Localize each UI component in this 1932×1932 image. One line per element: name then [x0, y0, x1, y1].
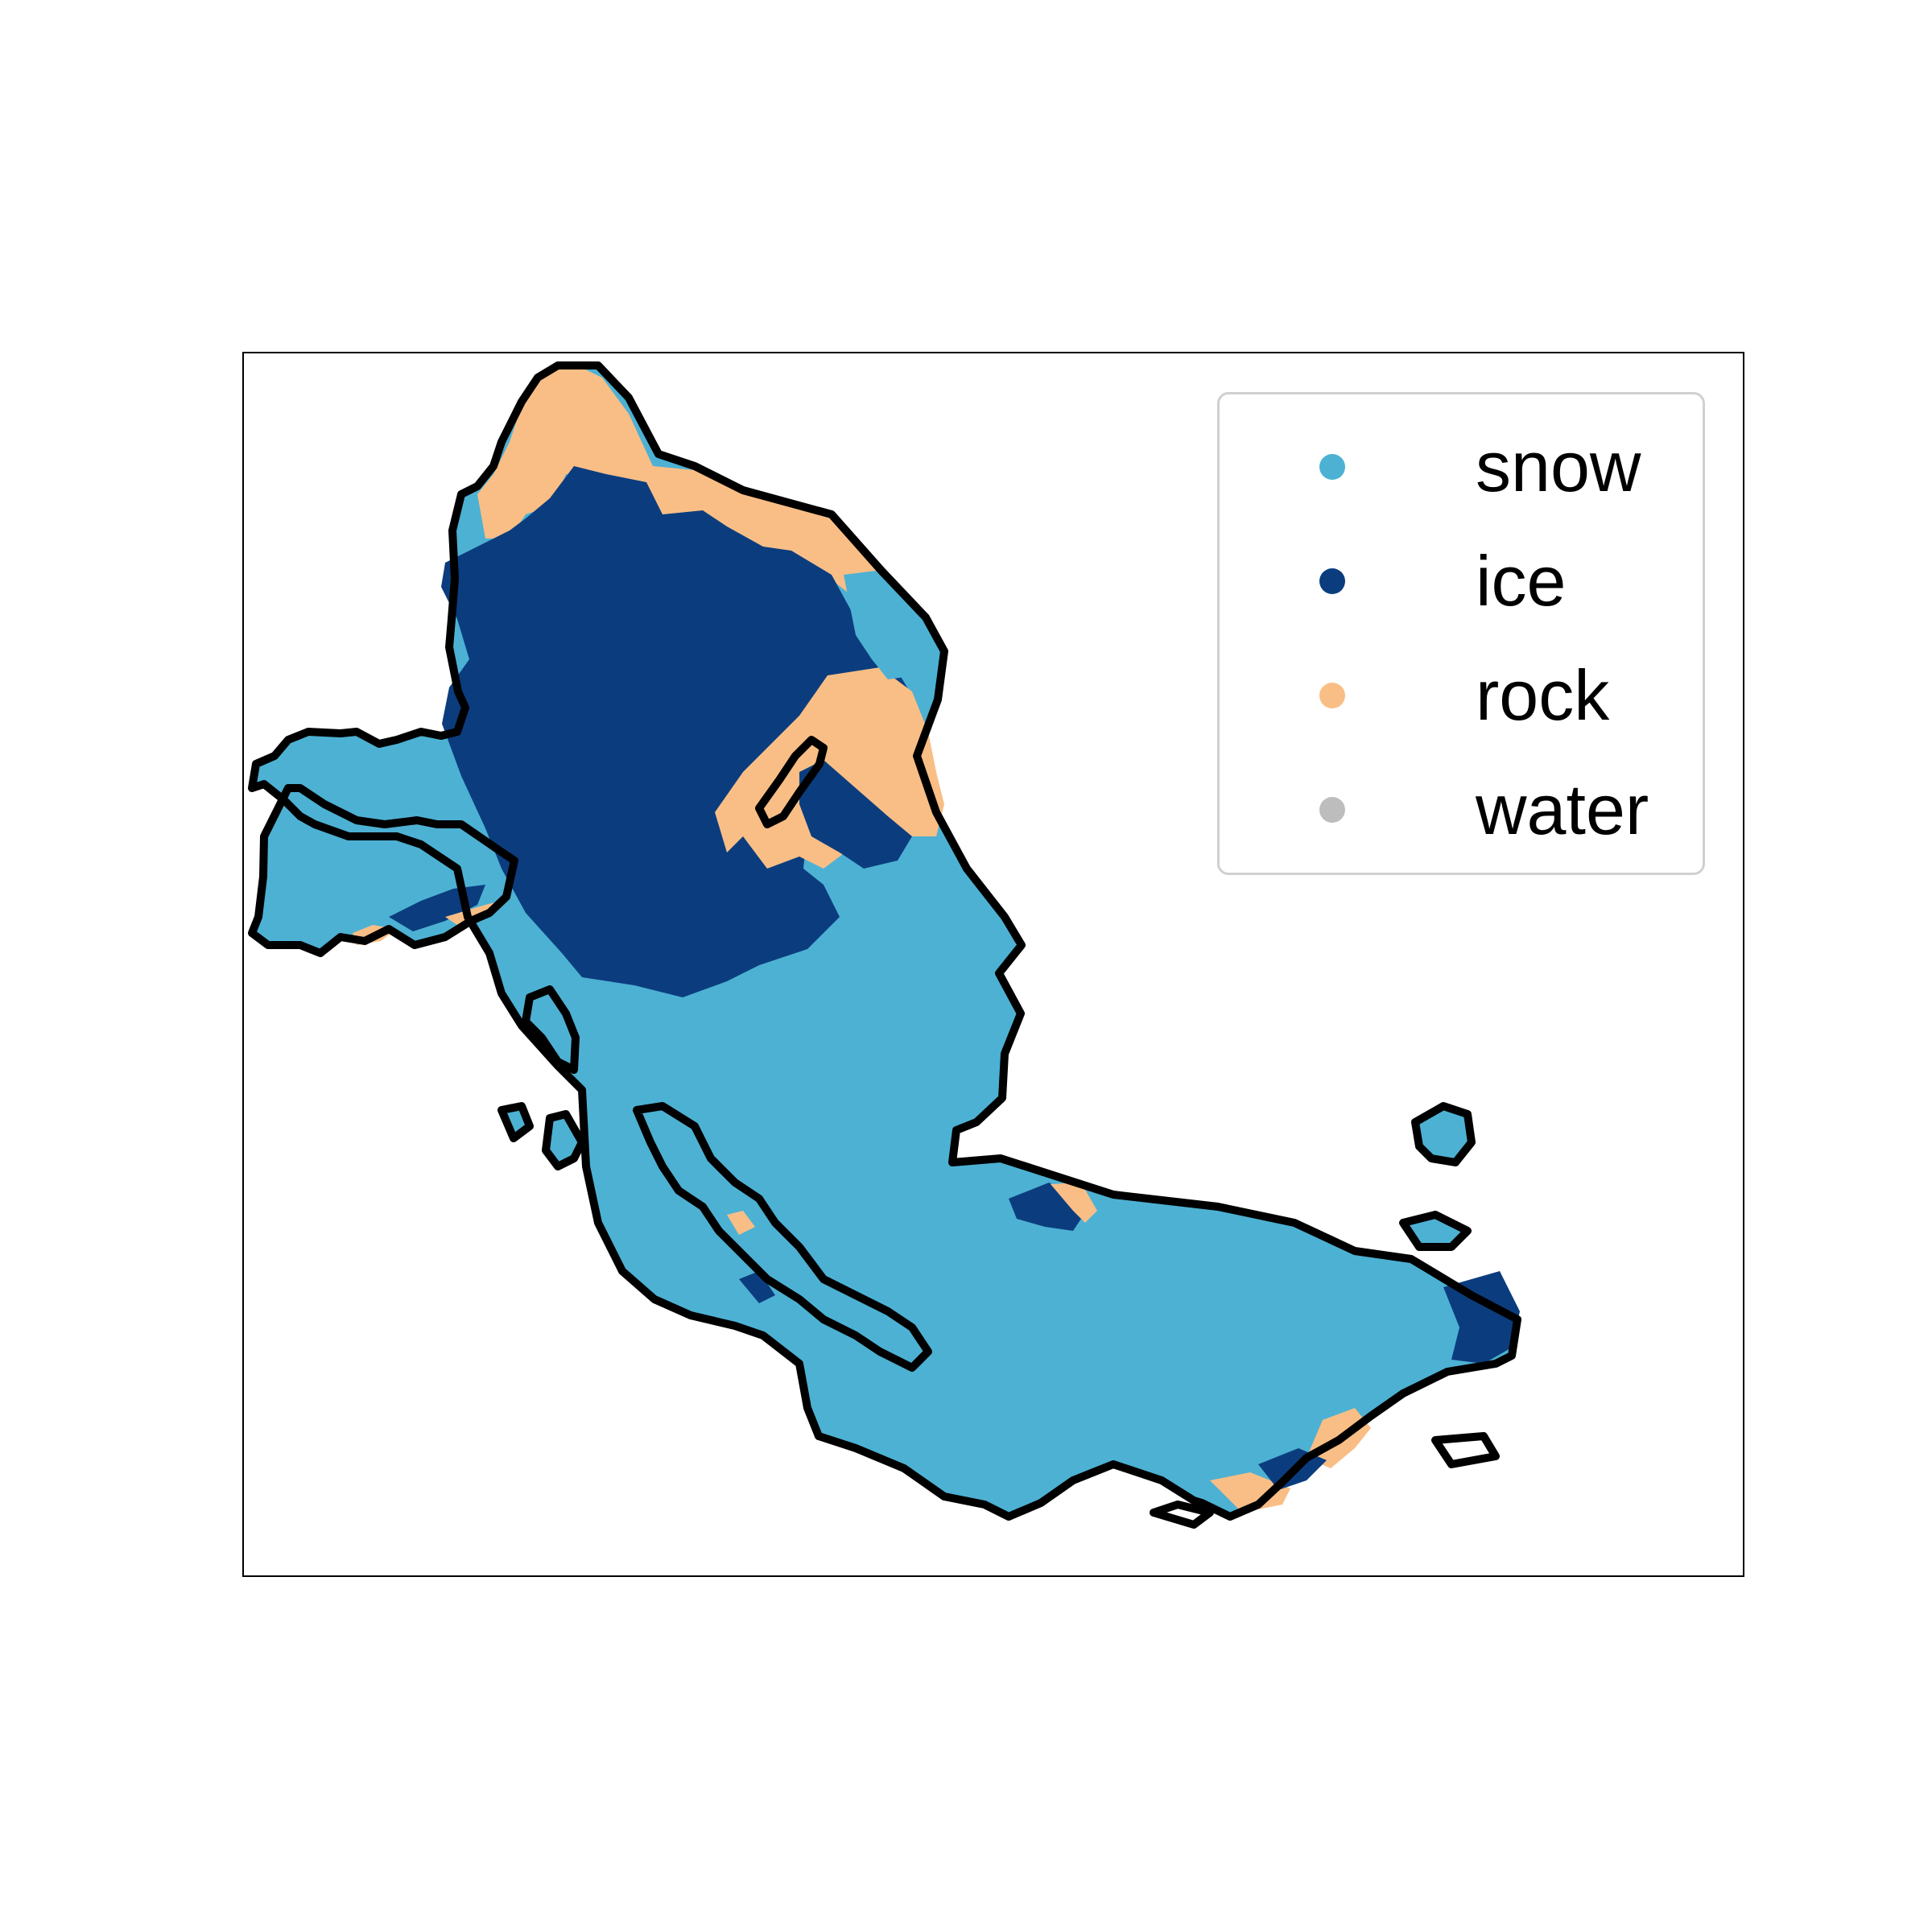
glacier-outline-island-south — [1150, 1501, 1214, 1529]
glacier-outlines — [248, 361, 1521, 1529]
legend-item-water: water — [1220, 762, 1703, 858]
snow-region-island-northeast — [1415, 1106, 1472, 1162]
rock-region-north — [477, 368, 888, 599]
glacier-outline-island-north — [542, 1110, 586, 1170]
glacier-outline-island-northeast — [1411, 1102, 1476, 1166]
glacier-outline-island-southeast — [1399, 1211, 1472, 1251]
glacier-outline-island-chain — [633, 1102, 932, 1372]
land-cover-map — [248, 361, 1521, 1529]
glacier-outline-west-lobe — [248, 784, 518, 957]
glacier-outline-island-far-west — [522, 985, 580, 1074]
legend-marker-rock — [1319, 683, 1345, 708]
rock-region-south — [1210, 1472, 1290, 1513]
snow-region-island-chain — [637, 1106, 928, 1368]
legend-item-ice: ice — [1220, 533, 1703, 630]
ice-region-central — [441, 466, 912, 997]
legend-label-snow: snow — [1476, 427, 1641, 506]
legend: snow ice rock water — [1217, 392, 1705, 875]
rock-region-island — [727, 1211, 755, 1235]
rock-region-south-fjord — [1051, 1183, 1097, 1223]
ice-region-island — [739, 1271, 775, 1303]
legend-item-snow: snow — [1220, 419, 1703, 515]
glacier-outline-main — [248, 361, 1521, 1521]
legend-marker-snow — [1319, 454, 1345, 480]
glacier-outline-island-west — [497, 1102, 534, 1142]
glacier-outline-island-far-southeast — [1431, 1432, 1500, 1468]
rock-region-west-lobe-2 — [445, 901, 502, 925]
legend-marker-ice — [1319, 568, 1345, 594]
legend-label-rock: rock — [1476, 655, 1610, 735]
glacier-outline-nunatak — [755, 736, 828, 828]
legend-label-ice: ice — [1476, 541, 1567, 621]
ice-region-east-scatter — [799, 760, 912, 869]
legend-label-water: water — [1476, 770, 1649, 849]
legend-item-rock: rock — [1220, 647, 1703, 744]
legend-marker-water — [1319, 797, 1345, 823]
snow-region-northeast-pocket — [844, 571, 930, 679]
